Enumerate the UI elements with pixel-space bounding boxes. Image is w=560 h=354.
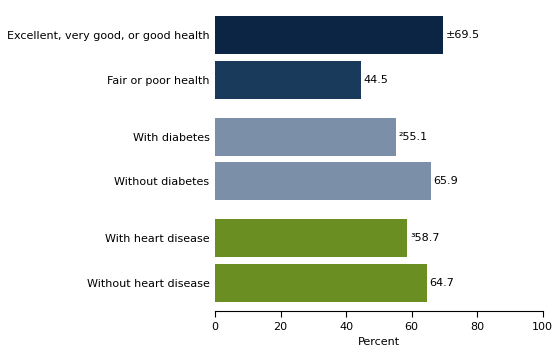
Bar (215, 16, 443, 55)
Text: ±69.5: ±69.5 (445, 30, 479, 40)
Bar (215, 162, 431, 200)
Bar (215, 118, 395, 156)
Bar (215, 264, 427, 302)
X-axis label: Percent: Percent (358, 337, 400, 347)
Text: ²55.1: ²55.1 (398, 132, 427, 142)
Text: 64.7: 64.7 (430, 278, 455, 287)
Bar (215, 61, 361, 99)
Text: 65.9: 65.9 (433, 176, 458, 186)
Text: ³58.7: ³58.7 (410, 233, 440, 243)
Bar (215, 219, 407, 257)
Text: 44.5: 44.5 (363, 75, 388, 85)
